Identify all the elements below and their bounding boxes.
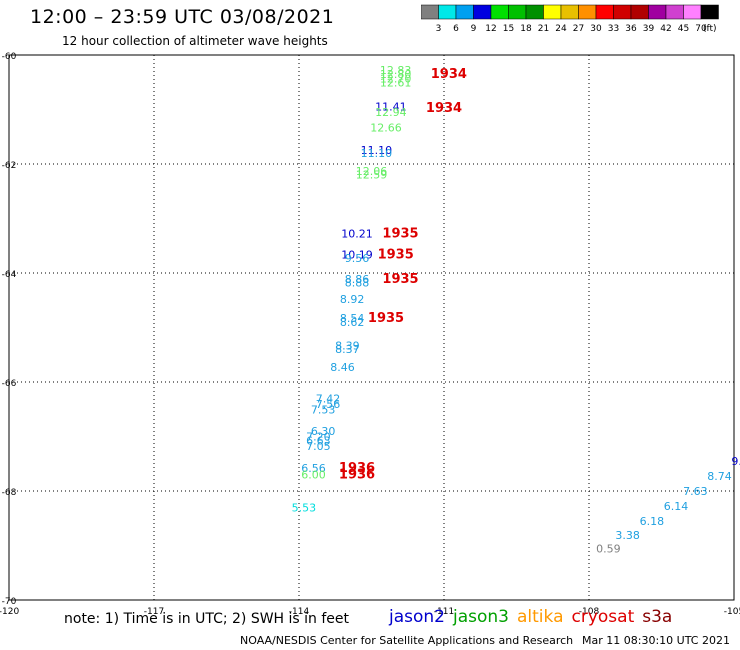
wave-height-point: 12.59 — [356, 169, 388, 182]
wave-height-point: 10.19 — [341, 248, 373, 261]
wave-height-point: 12.06 — [356, 165, 388, 178]
legend-label: 24 — [555, 24, 567, 34]
legend-label: 42 — [660, 24, 671, 34]
pass-time-label: 1934 — [426, 101, 462, 116]
satellite-jason2: jason2 — [389, 607, 445, 627]
wave-height-point: 8.74 — [707, 470, 732, 483]
wave-height-point: 3.38 — [615, 529, 640, 542]
legend-label: 21 — [538, 24, 549, 34]
wave-height-point: 5.53 — [292, 502, 317, 515]
lat-tick-label: -62 — [2, 161, 17, 171]
lon-tick-label: -117 — [144, 607, 164, 617]
legend-label: 3 — [436, 24, 442, 34]
wave-height-point: 8.54 — [340, 312, 365, 325]
pass-time-label: 1935 — [382, 227, 418, 242]
wave-height-point: 10.21 — [341, 228, 373, 241]
satellite-altika: altika — [517, 607, 564, 627]
wave-height-point: 7.42 — [316, 393, 341, 406]
legend-label: 30 — [590, 24, 602, 34]
wave-height-point: 7.63 — [683, 485, 708, 498]
satellite-s3a: s3a — [642, 607, 673, 627]
wave-height-point: 6.14 — [664, 500, 689, 513]
pass-time-label: 1935 — [378, 247, 414, 262]
legend-label: 45 — [678, 24, 689, 34]
wave-height-point: 8.92 — [340, 293, 365, 306]
satellite-jason3: jason3 — [453, 607, 509, 627]
wave-height-point: 12.66 — [370, 121, 402, 134]
legend-label: 39 — [643, 24, 655, 34]
pass-time-label: 1936 — [339, 467, 375, 482]
wave-height-point: 6.00 — [301, 468, 326, 481]
lon-tick-label: -111 — [434, 607, 454, 617]
wave-height-point: 12.94 — [375, 106, 407, 119]
wave-height-point: 7.53 — [311, 404, 336, 417]
satellite-legend: jason2 jason3 altika cryosat s3a — [389, 607, 680, 627]
wave-height-point: 9.56 — [345, 252, 370, 265]
lat-tick-label: -64 — [2, 270, 17, 280]
wave-height-point: 11.41 — [375, 101, 407, 114]
wave-height-point: 8.39 — [335, 339, 360, 352]
wave-height-point: 7.05 — [306, 440, 331, 453]
footer-note: note: 1) Time is in UTC; 2) SWH is in fe… — [64, 611, 350, 627]
pass-time-label: 1934 — [431, 67, 467, 82]
lon-tick-label: -114 — [289, 607, 310, 617]
wave-height-point: 8.62 — [340, 316, 365, 329]
page-title: 12:00 – 23:59 UTC 03/08/2021 — [30, 6, 335, 28]
wave-height-point: 8.86 — [345, 273, 370, 286]
map-frame — [8, 54, 735, 601]
legend-label: 15 — [503, 24, 514, 34]
wave-height-point: 8.37 — [335, 343, 360, 356]
footer-credit: NOAA/NESDIS Center for Satellite Applica… — [240, 634, 574, 647]
wave-height-point: 8.46 — [330, 361, 355, 374]
color-legend: 3 6 9 12 15 18 21 24 27 30 33 36 39 42 45 70(ft) — [421, 4, 719, 34]
wave-height-point: 12.61 — [380, 77, 412, 90]
legend-label: 27 — [573, 24, 584, 34]
legend-label: 12 — [485, 24, 496, 34]
footer-date: Mar 11 08:30:10 UTC 2021 — [582, 634, 730, 647]
lat-tick-label: -60 — [2, 52, 17, 62]
pass-time-label: 1935 — [368, 311, 404, 326]
wave-height-point: 6.18 — [640, 515, 665, 528]
legend-swatch — [700, 4, 719, 20]
legend-label: 18 — [520, 24, 532, 34]
wave-height-point: 6.63 — [306, 435, 331, 448]
legend-label: 33 — [608, 24, 619, 34]
lat-tick-label: -66 — [2, 379, 17, 389]
legend-label: 9 — [471, 24, 477, 34]
legend-unit: (ft) — [703, 24, 717, 34]
lon-tick-label: -108 — [579, 607, 600, 617]
wave-height-point: 12.80 — [380, 68, 412, 81]
wave-height-point: 12.83 — [380, 64, 412, 77]
wave-height-point: 6.30 — [311, 425, 336, 438]
wave-height-point: 7.20 — [306, 430, 331, 443]
wave-height-point: 7.56 — [316, 398, 341, 411]
page-subtitle: 12 hour collection of altimeter wave hei… — [62, 34, 328, 48]
legend-label: 36 — [625, 24, 637, 34]
legend-label: 6 — [453, 24, 459, 34]
legend-label: 70 — [695, 24, 707, 34]
wave-height-point: 0.59 — [596, 543, 621, 556]
wave-height-point: 8.88 — [345, 277, 370, 290]
lon-tick-label: -120 — [0, 607, 19, 617]
wave-height-point: 11.10 — [361, 144, 393, 157]
satellite-cryosat: cryosat — [571, 607, 635, 627]
wave-height-point: 9.64 — [731, 455, 740, 468]
lat-tick-label: -68 — [2, 488, 17, 498]
wave-height-point: 6.56 — [301, 462, 326, 475]
pass-time-label: 1935 — [382, 272, 418, 287]
lat-tick-label: -70 — [2, 597, 17, 607]
wave-height-point: 12.70 — [380, 72, 412, 85]
lon-tick-label: -105 — [724, 607, 740, 617]
pass-time-label: 1936 — [339, 461, 375, 476]
wave-height-point: 11.10 — [361, 147, 393, 160]
